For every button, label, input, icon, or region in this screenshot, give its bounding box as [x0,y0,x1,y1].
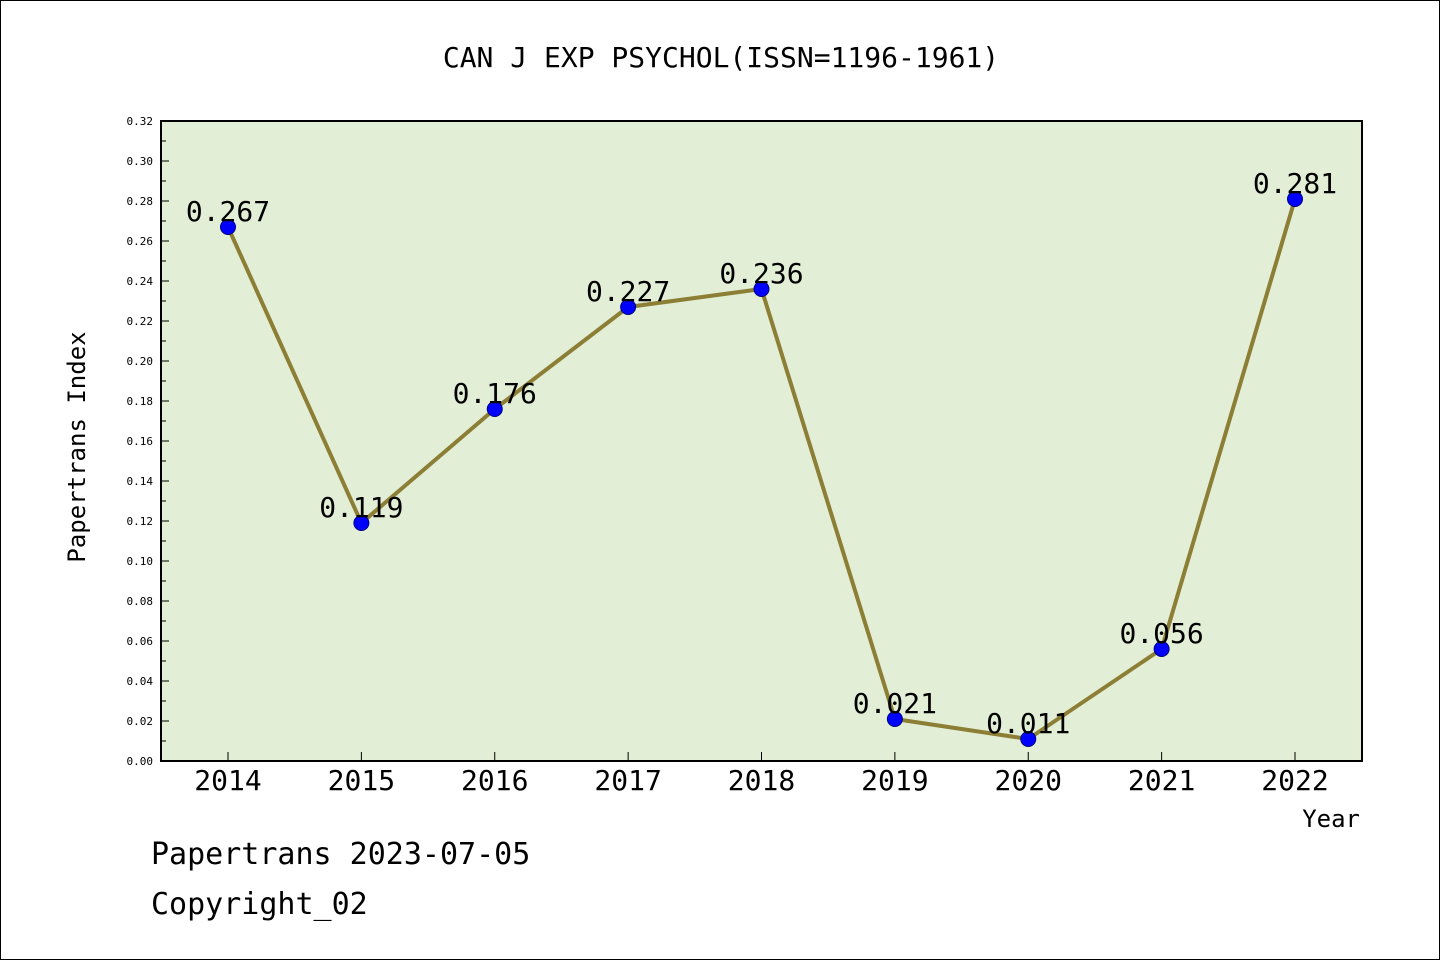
footer-date: Papertrans 2023-07-05 [151,837,531,872]
data-label: 0.011 [986,707,1070,740]
x-tick-label: 2018 [728,764,795,797]
y-tick-label: 0.10 [127,555,154,568]
data-point [486,401,503,417]
data-point [353,515,370,531]
plot-area [160,120,1363,762]
y-tick-label: 0.12 [127,515,154,528]
y-axis: 0.00 0.02 0.04 0.06 0.08 0.10 0.12 0.14 0.16 0.18… [127,115,169,768]
y-axis-label: Papertrans Index [63,331,91,562]
x-tick-label: 2017 [594,764,661,797]
x-tick-label: 2021 [1128,764,1195,797]
y-tick-label: 0.24 [127,275,154,288]
y-tick-label: 0.08 [127,595,154,608]
footer-copyright: Copyright_02 [151,887,368,922]
y-tick-label: 0.16 [127,435,154,448]
data-series: 0.267 0.119 0.176 0.227 0.236 0.021 0.011 0.056… [186,167,1337,747]
y-tick-label: 0.30 [127,155,154,168]
y-tick-label: 0.28 [127,195,154,208]
data-label: 0.227 [586,275,670,308]
data-label: 0.176 [453,377,537,410]
y-tick-label: 0.06 [127,635,154,648]
data-point [1020,731,1037,747]
x-tick-label: 2015 [328,764,395,797]
x-tick-label: 2020 [995,764,1062,797]
data-point [753,281,770,297]
data-label: 0.119 [319,491,403,524]
data-label: 0.236 [719,257,803,290]
y-tick-label: 0.32 [127,115,154,128]
y-tick-label: 0.04 [127,675,154,688]
data-point [886,711,903,727]
x-tick-label: 2014 [194,764,261,797]
x-tick-label: 2016 [461,764,528,797]
data-label: 0.267 [186,195,270,228]
data-point [220,219,236,235]
chart-title: CAN J EXP PSYCHOL(ISSN=1196-1961) [443,41,999,74]
x-axis: 2014 2015 2016 2017 2018 2019 2020 2021 2022 [194,752,1329,797]
y-tick-label: 0.22 [127,315,154,328]
data-point [1287,191,1303,207]
data-label: 0.281 [1253,167,1337,200]
y-tick-label: 0.26 [127,235,154,248]
y-tick-label: 0.02 [127,715,154,728]
data-label: 0.056 [1119,617,1203,650]
y-tick-label: 0.20 [127,355,154,368]
data-point [620,299,637,315]
y-tick-label: 0.18 [127,395,154,408]
x-tick-label: 2022 [1261,764,1328,797]
data-label: 0.021 [853,687,937,720]
x-axis-label: Year [1302,805,1360,833]
y-tick-label: 0.00 [127,755,154,768]
y-tick-label: 0.14 [127,475,154,488]
data-point [1153,641,1170,657]
x-tick-label: 2019 [861,764,928,797]
